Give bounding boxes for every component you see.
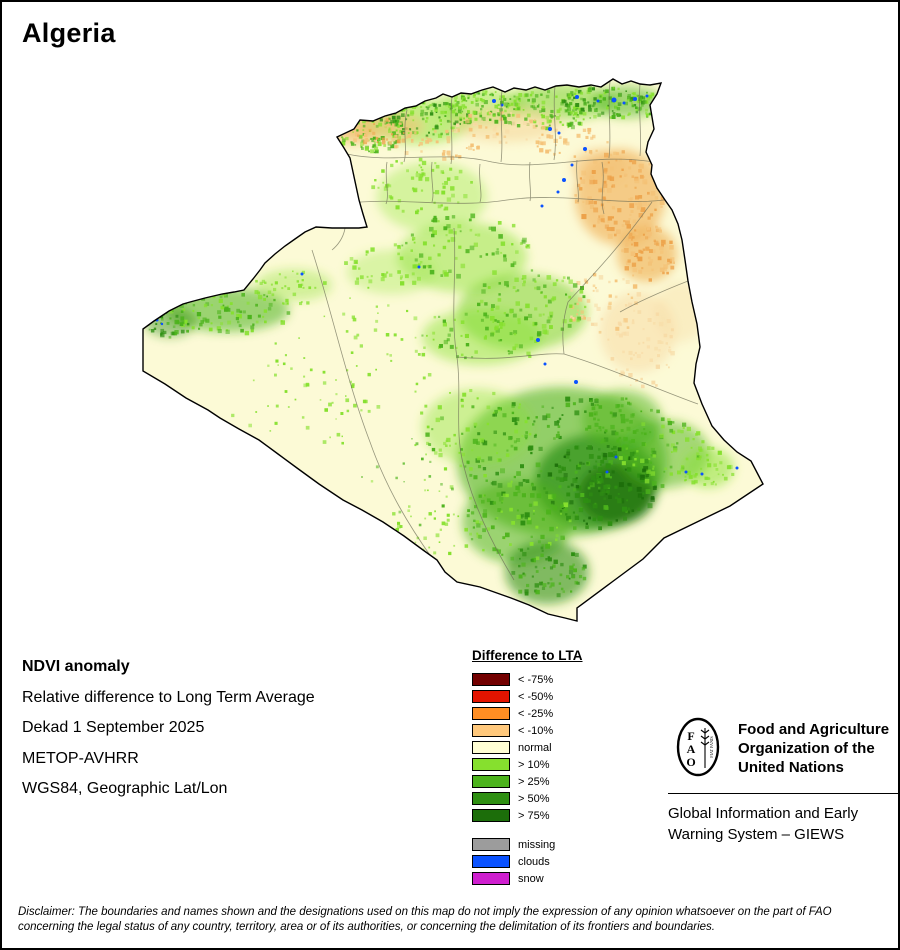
legend-swatch (472, 707, 510, 720)
page-title: Algeria (22, 18, 116, 48)
info-line-sensor: METOP-AVHRR (22, 749, 139, 767)
svg-text:A: A (687, 742, 696, 756)
legend-swatch (472, 838, 510, 851)
legend-item: clouds (472, 853, 583, 870)
legend-item: < -75% (472, 671, 583, 688)
giews-line: Warning System – GIEWS (668, 826, 845, 843)
fao-logo: F A O FIAT PANIS (676, 717, 720, 777)
wheat-ear-icon (700, 729, 710, 746)
ndvi-speckles (146, 86, 735, 598)
admin-boundaries (311, 81, 699, 581)
legend-swatch (472, 673, 510, 686)
map-info: NDVI anomaly Relative difference to Long… (22, 652, 315, 805)
legend-item: < -25% (472, 705, 583, 722)
legend-label: < -10% (518, 724, 554, 737)
legend-label: clouds (518, 855, 550, 868)
legend-label: < -50% (518, 690, 554, 703)
legend-label: > 50% (518, 792, 550, 805)
legend-item: > 25% (472, 773, 583, 790)
fao-org-line: Organization of the (738, 740, 875, 757)
legend-label: > 10% (518, 758, 550, 771)
legend-swatch (472, 809, 510, 822)
legend-label: missing (518, 838, 556, 851)
giews-line: Global Information and Early (668, 805, 859, 822)
info-line-subtitle: Relative difference to Long Term Average (22, 688, 315, 706)
legend-swatch (472, 724, 510, 737)
info-line-dekad: Dekad 1 September 2025 (22, 719, 205, 736)
legend-label: snow (518, 872, 544, 885)
legend-item: normal (472, 739, 583, 756)
disclaimer: Disclaimer: The boundaries and names sho… (18, 906, 832, 933)
legend: Difference to LTA < -75% < -50% < -25% <… (472, 648, 583, 887)
legend-swatch (472, 775, 510, 788)
legend-swatch (472, 758, 510, 771)
legend-swatch (472, 792, 510, 805)
legend-title: Difference to LTA (472, 648, 583, 663)
fao-org-line: Food and Agriculture (738, 721, 890, 738)
legend-label: < -75% (518, 673, 554, 686)
divider (668, 793, 898, 794)
legend-swatch (472, 690, 510, 703)
info-heading: NDVI anomaly (22, 658, 130, 675)
legend-label: > 25% (518, 775, 550, 788)
fao-org-line: United Nations (738, 759, 844, 776)
legend-swatch (472, 855, 510, 868)
fao-block: F A O FIAT PANIS Food and Agriculture Or… (668, 714, 898, 845)
svg-text:O: O (686, 755, 695, 769)
legend-label: < -25% (518, 707, 554, 720)
legend-item: > 50% (472, 790, 583, 807)
legend-item: < -10% (472, 722, 583, 739)
svg-text:F: F (687, 729, 694, 743)
info-line-projection: WGS84, Geographic Lat/Lon (22, 780, 228, 797)
legend-item: < -50% (472, 688, 583, 705)
legend-item: missing (472, 836, 583, 853)
legend-label: normal (518, 741, 552, 754)
giews-name: Global Information and Early Warning Sys… (668, 803, 898, 845)
fao-org-name: Food and Agriculture Organization of the… (738, 714, 889, 777)
legend-swatch (472, 872, 510, 885)
legend-item: > 10% (472, 756, 583, 773)
country-border (142, 78, 764, 622)
cloud-dots (155, 94, 739, 476)
legend-item: snow (472, 870, 583, 887)
legend-swatch (472, 741, 510, 754)
svg-text:FIAT PANIS: FIAT PANIS (709, 736, 714, 758)
legend-item: > 75% (472, 807, 583, 824)
legend-label: > 75% (518, 809, 550, 822)
